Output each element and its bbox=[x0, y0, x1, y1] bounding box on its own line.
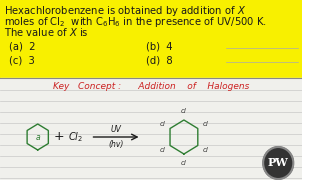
Text: Hexachlorobenzene is obtained by addition of $X$: Hexachlorobenzene is obtained by additio… bbox=[4, 4, 246, 18]
Text: Key   Concept :      Addition    of    Halogens: Key Concept : Addition of Halogens bbox=[53, 82, 249, 91]
Text: Cl$_2$: Cl$_2$ bbox=[68, 130, 83, 144]
Bar bbox=[0, 78, 302, 180]
Circle shape bbox=[263, 147, 293, 179]
Text: (b)  4: (b) 4 bbox=[146, 41, 173, 51]
Text: cl: cl bbox=[181, 160, 187, 166]
Text: moles of Cl$_2$  with C$_6$H$_6$ in the presence of UV/500 K.: moles of Cl$_2$ with C$_6$H$_6$ in the p… bbox=[4, 15, 267, 29]
Text: UV: UV bbox=[111, 125, 122, 134]
Text: PW: PW bbox=[268, 158, 289, 168]
Text: cl: cl bbox=[202, 121, 208, 127]
Text: cl: cl bbox=[160, 121, 166, 127]
Bar bbox=[0, 0, 302, 78]
Text: (d)  8: (d) 8 bbox=[146, 55, 173, 65]
Text: cl: cl bbox=[160, 147, 166, 153]
Text: The value of $X$ is: The value of $X$ is bbox=[4, 26, 89, 38]
Text: +: + bbox=[53, 130, 64, 143]
Text: (hv): (hv) bbox=[108, 140, 124, 148]
Text: a: a bbox=[36, 132, 40, 141]
Text: cl: cl bbox=[181, 108, 187, 114]
Text: (c)  3: (c) 3 bbox=[9, 55, 35, 65]
Text: (a)  2: (a) 2 bbox=[9, 41, 36, 51]
Text: cl: cl bbox=[202, 147, 208, 153]
